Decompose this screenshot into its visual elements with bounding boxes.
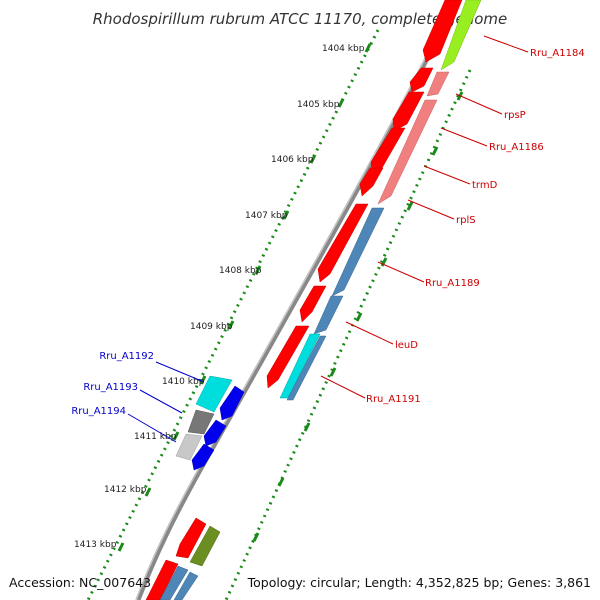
gene-label[interactable]: Rru_A1192 [99,351,154,362]
gene-arrow-red [317,203,369,283]
gene-arrow-red [422,0,463,63]
inner-major-ticks [252,91,464,542]
gene-label[interactable]: Rru_A1194 [71,406,126,417]
outer-dotted-ring [86,29,380,600]
accession-text: Accession: NC_007643 [9,575,151,590]
left-gene-labels: Rru_A1192 Rru_A1193 Rru_A1194 [71,351,154,417]
kbp-label: 1408 kbp [219,266,262,276]
gene-block-steelblue [173,571,199,600]
gene-block-steelblue [331,207,385,297]
gene-label[interactable]: Rru_A1186 [489,142,544,153]
kbp-label: 1411 kbp [134,432,177,442]
kbp-label: 1404 kbp [322,44,365,54]
gene-arrow-blue [203,419,227,447]
gene-block-steelblue [313,295,344,335]
gene-label[interactable]: Rru_A1184 [530,48,585,59]
gene-arrow-blue [219,385,245,421]
reverse-strand-features-top [266,0,463,389]
gene-block-olive [189,525,221,567]
left-cluster-features [175,375,245,471]
inner-dotted-ring [224,69,472,600]
gene-arrow-red [175,517,207,559]
gene-arrow-red [145,559,179,600]
kbp-labels: 1404 kbp 1405 kbp 1406 kbp 1407 kbp 1408… [74,44,365,550]
kbp-label: 1407 kbp [245,211,288,221]
gene-block-gray-dark [187,409,215,435]
gene-block-steelblue [286,335,327,401]
gene-label[interactable]: rpsP [504,110,526,121]
genome-backbone [135,0,458,600]
gene-arrow-red [409,67,434,93]
right-gene-labels: Rru_A1184 rpsP Rru_A1186 trmD rplS Rru_A… [366,48,585,405]
outer-major-ticks [117,43,372,552]
forward-strand-features-top [279,0,482,401]
gene-label[interactable]: Rru_A1189 [425,278,480,289]
gene-block-gray-light [175,433,203,461]
bottom-cluster-features [145,517,221,600]
kbp-label: 1410 kbp [162,377,205,387]
gene-block-cyan [195,375,233,413]
gene-block-salmon [377,99,438,205]
genome-summary-text: Topology: circular; Length: 4,352,825 bp… [247,575,591,590]
gene-arrow-red [392,91,425,132]
left-leader-lines [127,361,205,443]
map-title: Rhodospirillum rubrum ATCC 11170, comple… [93,10,508,28]
kbp-label: 1409 kbp [190,322,233,332]
kbp-label: 1405 kbp [297,100,340,110]
gene-label[interactable]: leuD [395,340,418,351]
kbp-label: 1412 kbp [104,485,147,495]
genome-backbone-highlight [135,0,454,600]
gene-block-steelblue [159,565,189,600]
kbp-label: 1406 kbp [271,155,314,165]
gene-label[interactable]: trmD [472,180,498,191]
gene-label[interactable]: Rru_A1193 [83,382,138,393]
gene-arrow-red [359,167,384,197]
gene-label[interactable]: rplS [456,215,476,226]
kbp-label: 1413 kbp [74,540,117,550]
gene-arrow-red [266,325,310,389]
gene-arrow-blue [191,443,215,471]
gene-label[interactable]: Rru_A1191 [366,394,421,405]
right-leader-lines [320,35,529,399]
gene-block-lime [440,0,482,71]
gene-arrow-red [299,285,327,323]
gene-block-salmon [426,71,450,97]
